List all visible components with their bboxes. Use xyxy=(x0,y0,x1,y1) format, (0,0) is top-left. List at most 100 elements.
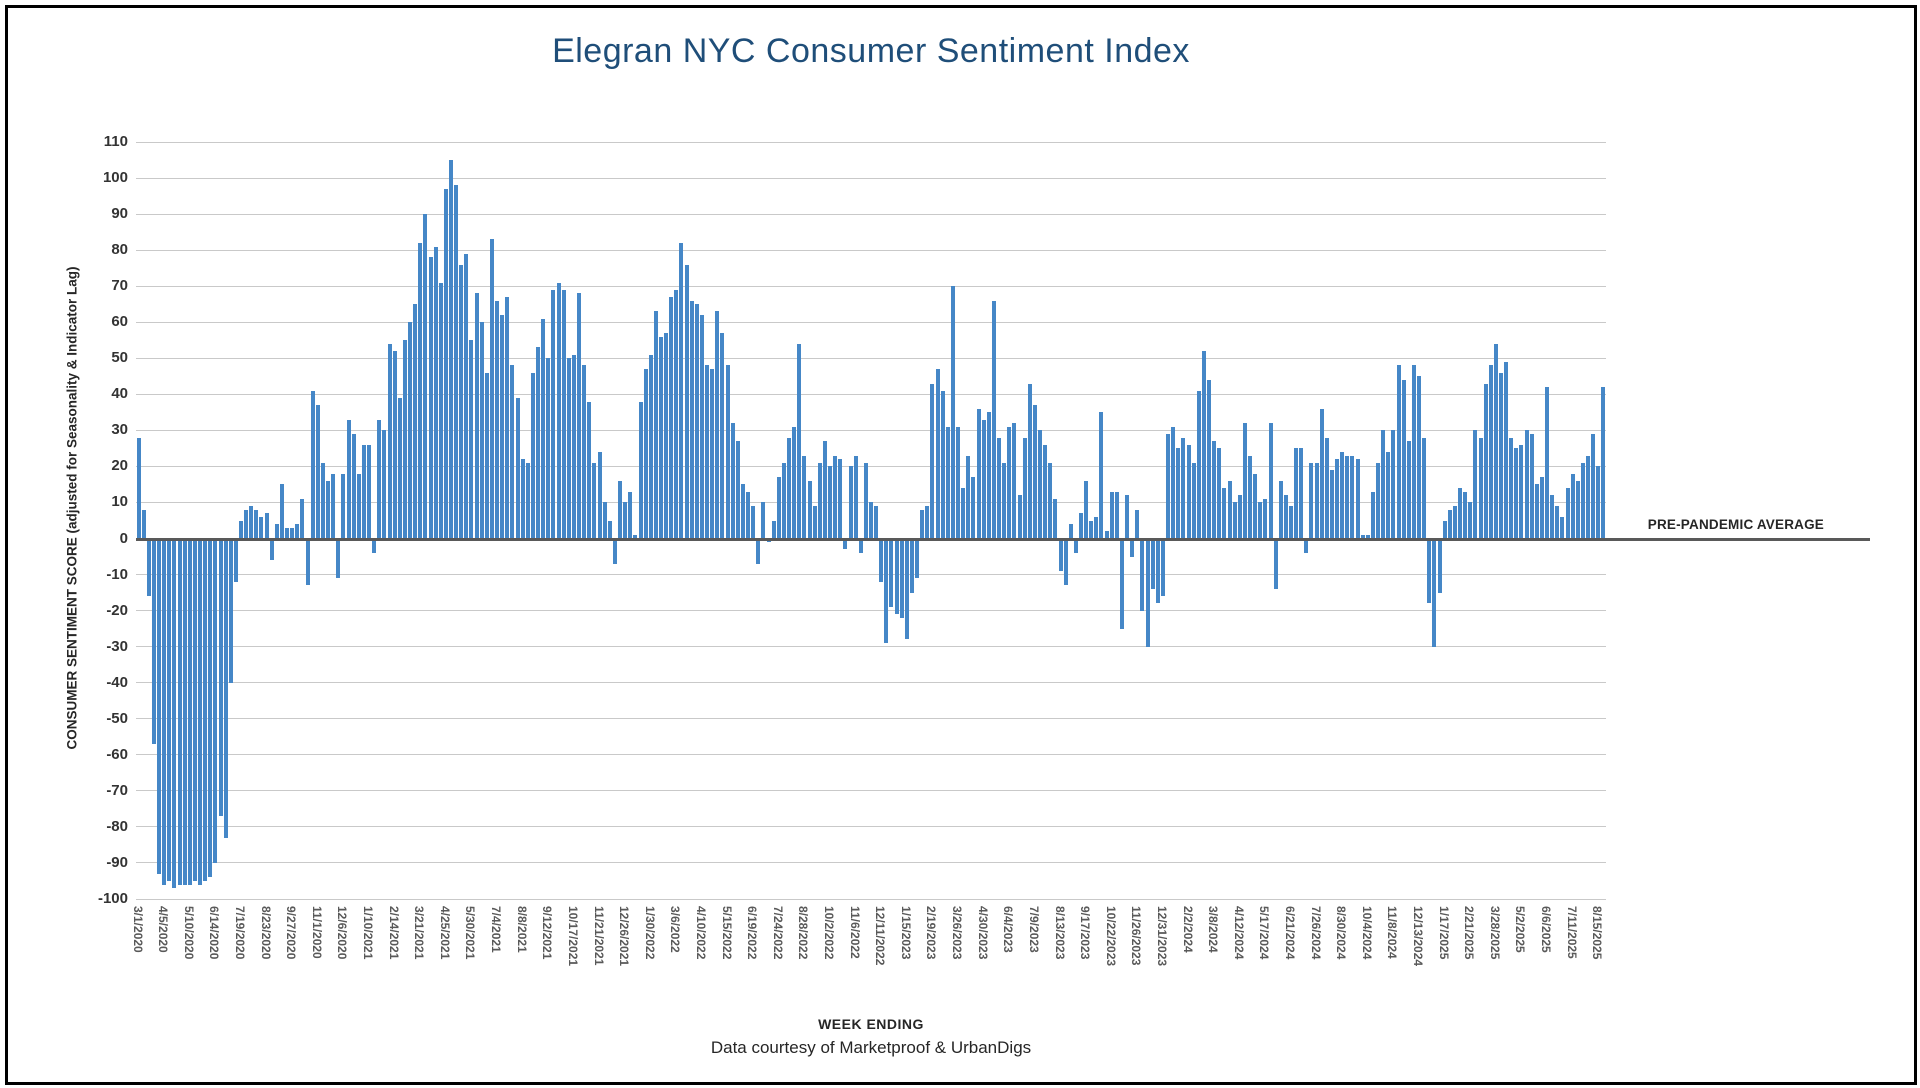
bar xyxy=(479,322,484,539)
gridline xyxy=(136,285,1606,287)
bar xyxy=(264,513,269,539)
bar xyxy=(858,538,863,553)
gridline xyxy=(136,429,1606,431)
bar xyxy=(807,480,812,539)
bar xyxy=(510,365,515,539)
bar xyxy=(1232,502,1237,539)
bar xyxy=(192,538,197,881)
bar xyxy=(1417,376,1422,539)
gridline xyxy=(136,862,1606,864)
x-tick-label: 9/27/2020 xyxy=(284,906,299,960)
bar xyxy=(136,437,141,539)
bar xyxy=(1007,426,1012,539)
bar xyxy=(735,441,740,539)
bar xyxy=(1370,491,1375,539)
bar xyxy=(1283,495,1288,539)
bar xyxy=(1565,488,1570,539)
bar xyxy=(730,423,735,539)
bar xyxy=(1376,462,1381,539)
bar xyxy=(259,516,264,539)
x-tick-label: 3/28/2025 xyxy=(1487,906,1502,960)
bar xyxy=(577,293,582,539)
y-tick-label: 20 xyxy=(111,457,128,475)
bar xyxy=(1335,459,1340,539)
bar xyxy=(351,433,356,539)
x-tick-label: 5/30/2021 xyxy=(463,906,478,960)
bar xyxy=(387,343,392,539)
bar xyxy=(920,509,925,539)
bar xyxy=(1509,437,1514,539)
bar xyxy=(413,304,418,539)
bar xyxy=(1207,379,1212,539)
bar xyxy=(249,506,254,539)
bar xyxy=(1586,455,1591,539)
x-tick-label: 10/2/2022 xyxy=(822,906,837,960)
bar xyxy=(699,315,704,539)
bar xyxy=(874,506,879,539)
bar xyxy=(208,538,213,878)
x-tick-label: 5/2/2025 xyxy=(1513,906,1528,953)
bar xyxy=(971,477,976,539)
y-tick-label: -70 xyxy=(106,781,128,799)
x-tick-label: 11/6/2022 xyxy=(847,906,862,959)
y-tick-label: -100 xyxy=(97,890,128,907)
gridline xyxy=(136,357,1606,359)
y-tick-label: 90 xyxy=(111,205,128,223)
x-tick-label: 8/28/2022 xyxy=(796,906,811,960)
bar xyxy=(336,538,341,579)
x-tick-label: 6/19/2022 xyxy=(745,906,760,960)
pre-pandemic-average-line xyxy=(136,537,1870,541)
bar xyxy=(1560,516,1565,539)
bar xyxy=(633,534,638,539)
bar xyxy=(233,538,238,582)
gridline xyxy=(136,754,1606,756)
bar xyxy=(638,401,643,539)
bar xyxy=(833,455,838,539)
y-tick-label: 30 xyxy=(111,421,128,439)
bar xyxy=(428,257,433,539)
bar xyxy=(367,444,372,539)
bar xyxy=(213,538,218,863)
x-tick-label: 4/5/2020 xyxy=(156,906,171,953)
y-tick-label: 100 xyxy=(102,169,128,187)
bar xyxy=(408,322,413,539)
bar xyxy=(684,264,689,539)
chart-frame: Elegran NYC Consumer Sentiment Index CON… xyxy=(5,5,1917,1085)
bar xyxy=(997,437,1002,539)
bar xyxy=(950,286,955,539)
bar xyxy=(1119,538,1124,629)
bar xyxy=(1155,538,1160,604)
bar xyxy=(1104,531,1109,539)
x-tick-label: 11/1/2020 xyxy=(309,906,324,959)
x-tick-label: 3/1/2020 xyxy=(130,906,145,953)
bar xyxy=(1196,390,1201,539)
bar xyxy=(187,538,192,885)
gridline xyxy=(136,610,1606,612)
bar xyxy=(536,347,541,539)
y-tick-label: -40 xyxy=(106,673,128,691)
bar xyxy=(295,524,300,539)
bar xyxy=(1217,448,1222,539)
bar xyxy=(981,419,986,539)
bar xyxy=(694,304,699,539)
x-tick-label: 12/31/2023 xyxy=(1154,906,1169,967)
bar xyxy=(279,484,284,539)
bar xyxy=(828,466,833,539)
bar xyxy=(787,437,792,539)
bar xyxy=(356,473,361,539)
bar xyxy=(1386,452,1391,539)
bar xyxy=(1053,498,1058,539)
x-axis-title: WEEK ENDING xyxy=(818,1016,924,1032)
bar xyxy=(1345,455,1350,539)
x-tick-label: 2/21/2025 xyxy=(1462,906,1477,960)
bar xyxy=(1442,520,1447,539)
bar xyxy=(1591,433,1596,539)
bar xyxy=(254,509,259,539)
bar xyxy=(689,300,694,539)
bar xyxy=(797,343,802,539)
bar xyxy=(1186,444,1191,539)
x-tick-label: 12/26/2021 xyxy=(617,906,632,967)
bar xyxy=(1473,430,1478,539)
x-tick-label: 9/17/2023 xyxy=(1078,906,1093,960)
y-tick-label: 50 xyxy=(111,349,128,367)
